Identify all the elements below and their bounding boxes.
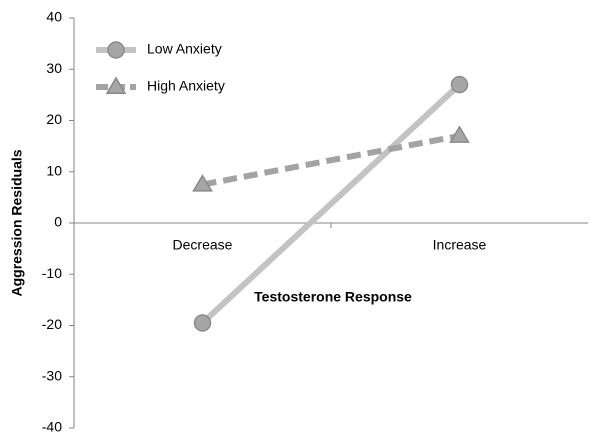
y-tick-label: 30 bbox=[46, 60, 62, 76]
series-line bbox=[200, 82, 462, 326]
y-tick-label: 0 bbox=[54, 214, 62, 230]
y-tick-label: -30 bbox=[42, 367, 62, 383]
data-point bbox=[192, 174, 213, 192]
y-tick-label: -10 bbox=[42, 265, 62, 281]
y-tick-label: 10 bbox=[46, 162, 62, 178]
legend-marker bbox=[105, 76, 127, 95]
x-tick-label: Decrease bbox=[173, 237, 233, 253]
y-tick-label: 40 bbox=[46, 9, 62, 25]
y-tick-label: 20 bbox=[46, 111, 62, 127]
y-tick-label: -40 bbox=[42, 419, 62, 434]
y-tick-label: -20 bbox=[42, 316, 62, 332]
x-tick-label: Increase bbox=[433, 237, 487, 253]
legend-marker bbox=[107, 41, 125, 59]
legend-label: High Anxiety bbox=[147, 78, 225, 94]
y-axis-label: Aggression Residuals bbox=[9, 149, 25, 296]
x-axis-label: Testosterone Response bbox=[254, 289, 412, 305]
series-line bbox=[201, 132, 461, 188]
data-point bbox=[193, 314, 212, 332]
data-point bbox=[450, 75, 469, 94]
legend-label: Low Anxiety bbox=[147, 41, 222, 57]
data-point bbox=[449, 125, 470, 143]
